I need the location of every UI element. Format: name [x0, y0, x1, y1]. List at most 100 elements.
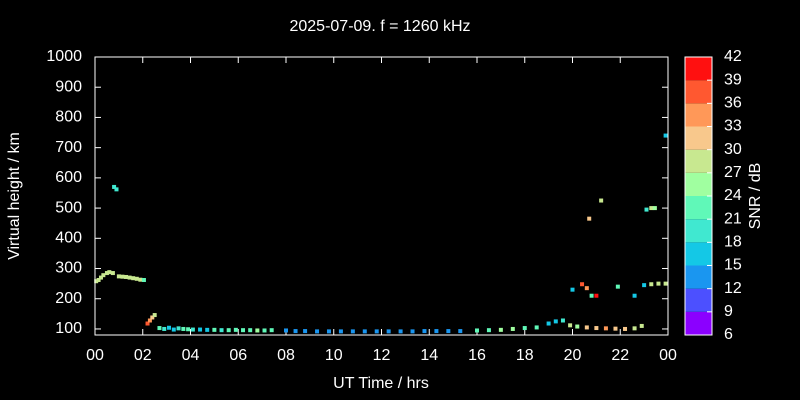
colorbar-bin: [685, 196, 712, 220]
x-tick-label: 00: [86, 347, 104, 364]
data-point: [150, 315, 155, 320]
data-point: [546, 321, 551, 326]
data-point: [587, 216, 592, 221]
data-point: [326, 329, 331, 334]
data-point: [632, 326, 637, 331]
y-tick-label: 900: [55, 78, 82, 95]
data-point: [534, 325, 539, 330]
data-point: [186, 327, 191, 332]
data-point: [98, 275, 103, 280]
data-point: [171, 327, 176, 332]
x-tick-label: 20: [564, 347, 582, 364]
plot-frame: [94, 56, 669, 336]
y-tick-label: 400: [55, 230, 82, 247]
data-point: [107, 270, 112, 275]
data-point: [255, 328, 260, 333]
colorbar-tick-label: 42: [724, 48, 742, 65]
colorbar-bin: [685, 219, 712, 243]
data-point: [570, 287, 575, 292]
data-point: [362, 329, 367, 334]
data-point: [101, 273, 106, 278]
data-point: [226, 328, 231, 333]
colorbar-tick-label: 33: [724, 118, 742, 135]
colorbar-tick-label: 15: [724, 257, 742, 274]
colorbar-bin: [685, 103, 712, 127]
y-tick-label: 1000: [46, 48, 82, 65]
data-point: [486, 328, 491, 333]
data-point: [124, 274, 129, 279]
x-tick-label: 16: [468, 347, 486, 364]
data-point: [623, 326, 628, 331]
data-point: [498, 327, 503, 332]
x-tick-label: 08: [277, 347, 295, 364]
x-tick-label: 12: [373, 347, 391, 364]
colorbar-tick-label: 9: [724, 303, 733, 320]
colorbar-bin: [685, 57, 712, 81]
data-point: [632, 293, 637, 298]
x-axis-label: UT Time / hrs: [333, 375, 429, 392]
colorbar-bin: [685, 149, 712, 173]
data-point: [134, 276, 139, 281]
data-point: [145, 321, 150, 326]
data-point: [293, 329, 298, 334]
data-point: [233, 327, 238, 332]
data-point: [656, 281, 661, 286]
data-point: [94, 279, 99, 284]
data-point: [615, 284, 620, 289]
data-point: [120, 274, 125, 279]
data-point: [613, 326, 618, 331]
colorbar-bin: [685, 80, 712, 104]
y-tick-label: 200: [55, 290, 82, 307]
colorbar-tick-label: 21: [724, 210, 742, 227]
data-point: [157, 326, 162, 331]
data-point: [575, 324, 580, 329]
data-point: [386, 329, 391, 334]
x-tick-label: 18: [516, 347, 534, 364]
colorbar-tick-label: 39: [724, 71, 742, 88]
data-point: [248, 328, 253, 333]
y-tick-label: 600: [55, 169, 82, 186]
colorbar-tick-label: 12: [724, 280, 742, 297]
colorbar-tick-label: 18: [724, 234, 742, 251]
data-point: [594, 293, 599, 298]
data-point: [652, 206, 657, 211]
colorbar-tick-label: 27: [724, 164, 742, 181]
y-axis-label: Virtual height / km: [6, 132, 23, 260]
chart-title: 2025-07-09. f = 1260 kHz: [289, 18, 470, 35]
data-point: [127, 275, 132, 280]
data-point: [599, 198, 604, 203]
data-point: [568, 323, 573, 328]
data-point: [262, 328, 267, 333]
colorbar-bin: [685, 242, 712, 266]
y-tick-label: 700: [55, 139, 82, 156]
x-tick-label: 02: [134, 347, 152, 364]
data-point: [410, 329, 415, 334]
data-point: [141, 278, 146, 283]
data-point: [639, 323, 644, 328]
data-point: [269, 328, 274, 333]
data-point: [241, 328, 246, 333]
data-point: [181, 326, 186, 331]
colorbar-tick-label: 6: [724, 326, 733, 343]
data-point: [114, 187, 119, 192]
data-point: [663, 133, 668, 138]
data-point: [138, 277, 143, 282]
data-point: [190, 327, 195, 332]
data-point: [110, 271, 115, 276]
data-point: [649, 206, 654, 211]
data-point: [284, 328, 288, 333]
colorbar-bin: [685, 311, 712, 335]
data-point: [510, 326, 515, 331]
data-point: [584, 286, 589, 291]
colorbar-tick-label: 24: [724, 187, 742, 204]
data-point: [96, 278, 101, 283]
data-point: [644, 207, 649, 212]
data-point: [649, 282, 654, 287]
data-point: [162, 326, 167, 331]
y-tick-label: 500: [55, 199, 82, 216]
data-point: [104, 271, 109, 276]
data-point: [176, 326, 181, 331]
data-point: [338, 329, 343, 334]
y-tick-label: 300: [55, 260, 82, 277]
